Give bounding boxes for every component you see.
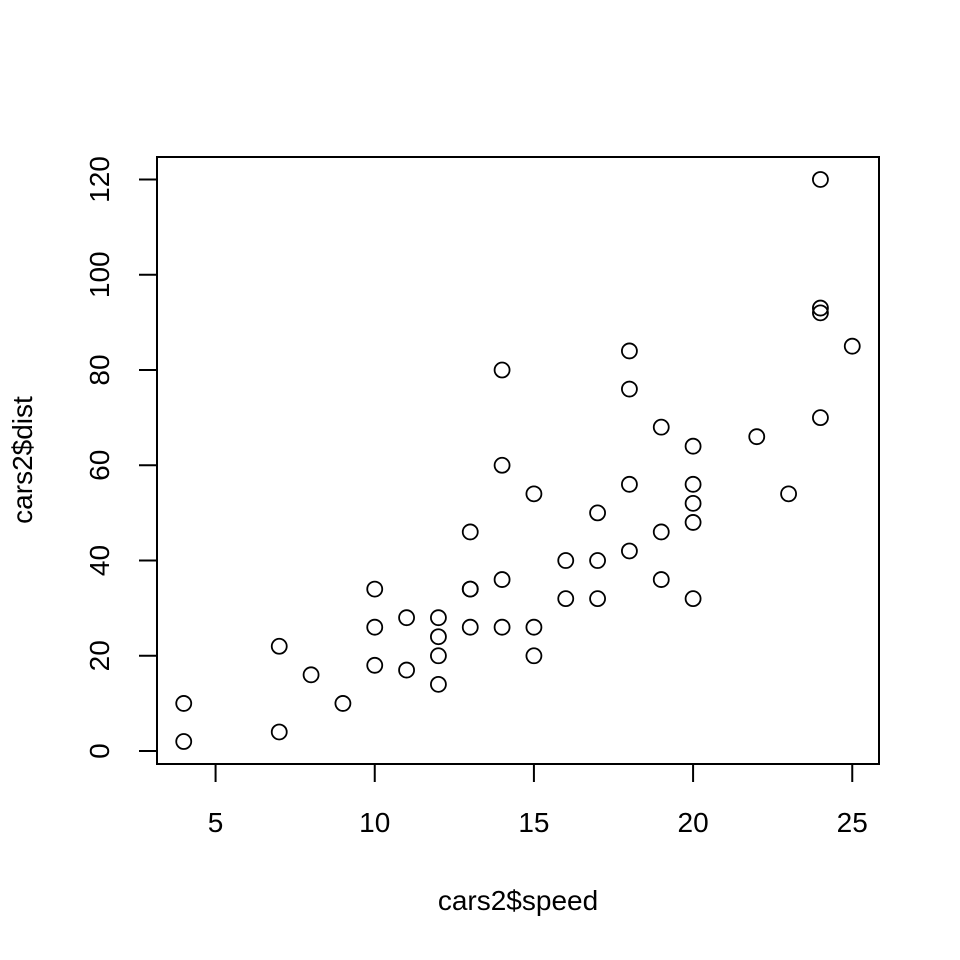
- data-point: [302, 666, 320, 684]
- data-point: [175, 695, 193, 712]
- data-point: [652, 571, 670, 588]
- data-point: [493, 618, 511, 636]
- x-tick-label: 5: [208, 807, 224, 838]
- data-point: [589, 504, 606, 522]
- data-point: [430, 609, 447, 627]
- x-tick-label: 25: [837, 807, 868, 838]
- data-point: [812, 299, 829, 317]
- y-tick-label: 20: [84, 640, 115, 671]
- data-point: [684, 475, 702, 493]
- y-tick-label: 120: [84, 156, 115, 203]
- data-point: [652, 523, 670, 541]
- y-tick-label: 100: [84, 251, 115, 298]
- data-point: [270, 637, 288, 655]
- data-point: [589, 590, 606, 608]
- data-point: [398, 609, 415, 627]
- data-point: [684, 494, 702, 512]
- x-tick-label: 15: [518, 807, 549, 838]
- data-point: [334, 695, 352, 712]
- data-point: [493, 361, 511, 379]
- data-point: [398, 661, 415, 679]
- data-point: [621, 342, 638, 360]
- data-point: [748, 428, 766, 446]
- data-point: [461, 580, 479, 598]
- data-point: [430, 628, 447, 646]
- data-point: [461, 523, 479, 541]
- data-point: [525, 647, 543, 665]
- data-point: [430, 647, 447, 665]
- data-point: [493, 456, 511, 474]
- data-point: [557, 552, 575, 569]
- data-point: [366, 656, 384, 674]
- data-point: [175, 733, 193, 750]
- x-tick-label: 20: [678, 807, 709, 838]
- data-point: [684, 590, 702, 608]
- y-tick-label: 80: [84, 354, 115, 385]
- data-point: [525, 485, 543, 503]
- data-point: [684, 437, 702, 455]
- y-axis: 0 20 40 60 80 100 120: [84, 156, 158, 759]
- plot-frame: [156, 156, 880, 765]
- x-axis: 5 10 15 20 25: [208, 763, 868, 838]
- data-points: [175, 171, 861, 750]
- data-point: [461, 618, 479, 636]
- data-point: [493, 571, 511, 588]
- data-point: [557, 590, 575, 608]
- data-point: [525, 618, 543, 636]
- data-point: [780, 485, 797, 503]
- data-point: [270, 723, 288, 741]
- data-point: [366, 618, 384, 636]
- data-point: [366, 580, 384, 598]
- data-point: [812, 409, 829, 427]
- y-tick-label: 40: [84, 545, 115, 576]
- x-tick-label: 10: [359, 807, 390, 838]
- y-tick-label: 60: [84, 450, 115, 481]
- data-point: [843, 337, 861, 355]
- data-point: [621, 380, 638, 398]
- data-point: [621, 475, 638, 493]
- y-tick-label: 0: [84, 743, 115, 759]
- data-point: [589, 552, 606, 569]
- data-point: [812, 171, 829, 188]
- data-point: [812, 304, 829, 322]
- data-point: [652, 418, 670, 436]
- data-point: [684, 514, 702, 531]
- data-point: [430, 675, 447, 693]
- x-axis-title: cars2$speed: [438, 885, 598, 916]
- data-point: [621, 542, 638, 560]
- y-axis-title: cars2$dist: [7, 396, 38, 524]
